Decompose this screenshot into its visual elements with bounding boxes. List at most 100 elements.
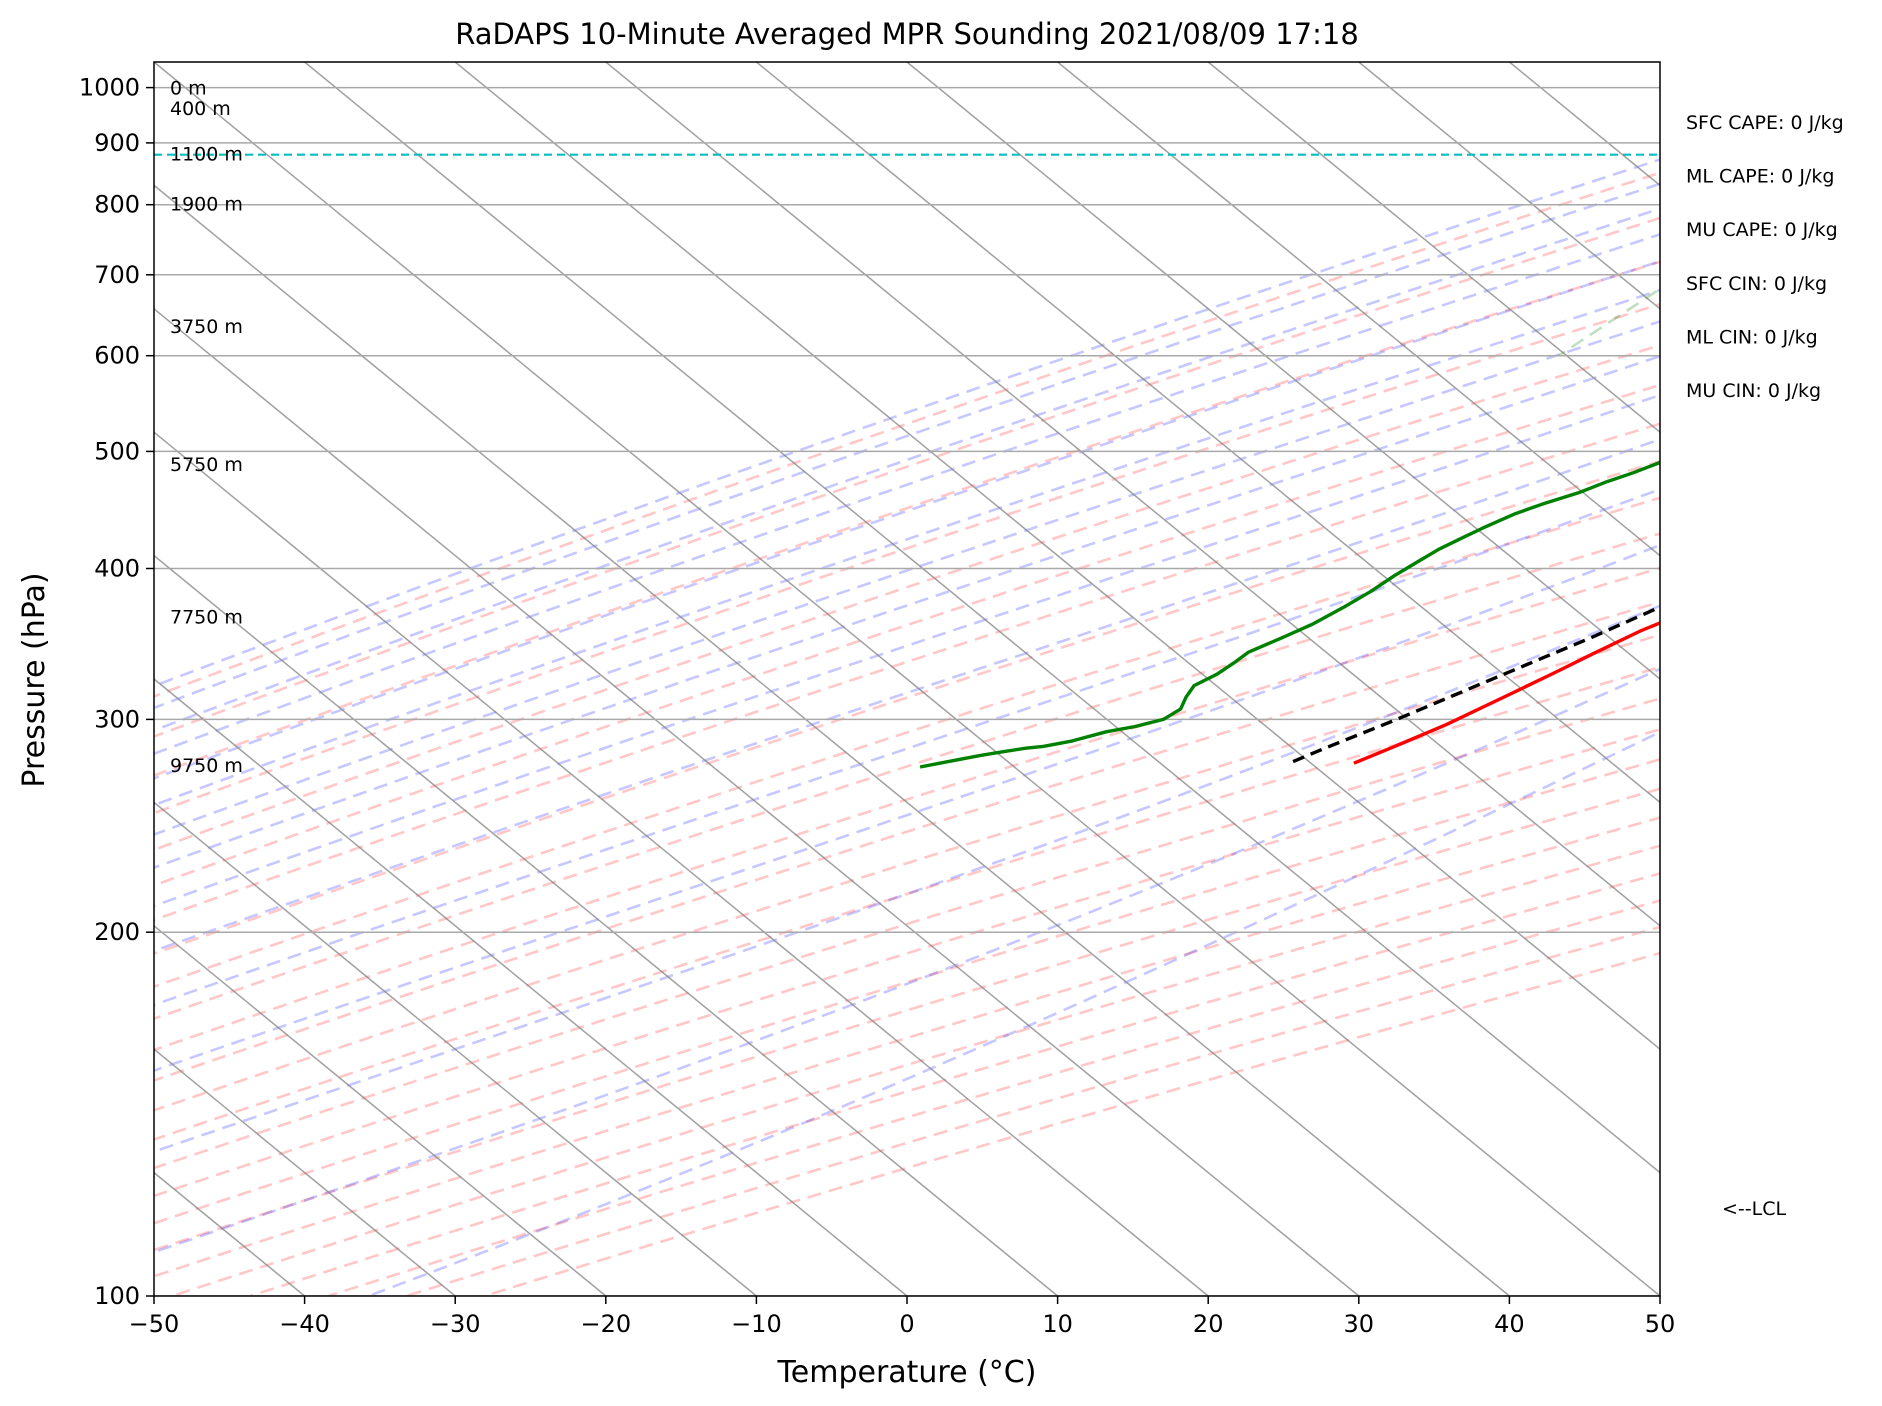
moist-adiabat-line bbox=[154, 437, 1660, 953]
x-tick-label: −50 bbox=[129, 1310, 180, 1338]
y-tick-label: 500 bbox=[94, 437, 140, 465]
dry-adiabat-line bbox=[154, 343, 1660, 852]
isotherm-line bbox=[755, 62, 1660, 804]
height-label: 7750 m bbox=[170, 607, 243, 629]
dry-adiabat-line bbox=[154, 633, 1660, 1112]
stat-label: MU CIN: 0 J/kg bbox=[1686, 380, 1821, 402]
dry-adiabat-line bbox=[154, 816, 1660, 1278]
isotherm-line bbox=[1057, 62, 1660, 557]
mixing-ratio-line bbox=[1707, 62, 1882, 356]
y-axis-title: Pressure (hPa) bbox=[17, 572, 52, 787]
x-tick-label: −10 bbox=[731, 1310, 782, 1338]
dry-adiabat-line bbox=[154, 260, 1660, 777]
y-tick-label: 700 bbox=[94, 261, 140, 289]
x-tick-label: −30 bbox=[430, 1310, 481, 1338]
dry-adiabat-line bbox=[154, 697, 1660, 1170]
x-tick-label: 0 bbox=[899, 1310, 914, 1338]
dry-adiabat-line bbox=[154, 171, 1660, 698]
height-labels: 9750 m 7750 m 5750 m 3750 m 1900 m 1100 m 400 … bbox=[170, 78, 243, 777]
y-tick-label: 300 bbox=[94, 705, 140, 733]
isotherm-line bbox=[906, 62, 1660, 680]
background-lines bbox=[154, 62, 1882, 1296]
stat-label: ML CIN: 0 J/kg bbox=[1686, 326, 1818, 348]
stat-label: SFC CAPE: 0 J/kg bbox=[1686, 112, 1844, 134]
dry-adiabat-line bbox=[154, 459, 1660, 956]
dry-adiabat-line bbox=[154, 302, 1660, 815]
height-label: 1900 m bbox=[170, 193, 243, 215]
x-tick-label: −40 bbox=[279, 1310, 330, 1338]
temperature-line bbox=[1353, 621, 1660, 765]
isotherm-line bbox=[304, 62, 1660, 1174]
dry-adiabat-line bbox=[154, 532, 1660, 1021]
sounding-series bbox=[154, 153, 1660, 769]
mixing-ratio-line bbox=[1829, 62, 1882, 356]
y-tick-label: 600 bbox=[94, 342, 140, 370]
height-label: 3750 m bbox=[170, 316, 243, 338]
grid-lines bbox=[154, 62, 1660, 1296]
y-tick-label: 900 bbox=[94, 129, 140, 157]
dry-adiabat-line bbox=[154, 216, 1660, 738]
x-axis-title: Temperature (°C) bbox=[777, 1355, 1037, 1390]
x-axis: −50 −40 −30 −20 −10 0 10 20 30 40 50 bbox=[129, 1296, 1676, 1338]
moist-adiabat-line bbox=[154, 207, 1660, 732]
dry-adiabat-line bbox=[154, 728, 1660, 1198]
y-axis: 100 200 300 400 500 600 700 800 900 1000 bbox=[79, 74, 154, 1310]
isotherm-line bbox=[1207, 62, 1660, 434]
isotherm-line bbox=[154, 184, 1510, 1296]
dry-adiabat-line bbox=[154, 600, 1660, 1082]
isotherm-line bbox=[154, 431, 1209, 1296]
isotherm-line bbox=[154, 678, 908, 1296]
y-tick-label: 1000 bbox=[79, 74, 140, 102]
height-label: 9750 m bbox=[170, 755, 243, 777]
isotherm-line bbox=[154, 924, 607, 1296]
x-tick-label: 30 bbox=[1344, 1310, 1375, 1338]
isotherm-line bbox=[154, 307, 1360, 1296]
dry-adiabat-line bbox=[154, 665, 1660, 1141]
moist-adiabat-line bbox=[154, 604, 1660, 1153]
dry-adiabat-line bbox=[154, 496, 1660, 989]
moist-adiabat-line bbox=[154, 182, 1660, 710]
stat-label: ML CAPE: 0 J/kg bbox=[1686, 166, 1834, 188]
mixing-ratio-line bbox=[1557, 287, 1660, 357]
isotherm-line bbox=[154, 801, 757, 1296]
height-label: 400 m bbox=[170, 98, 231, 120]
y-tick-label: 100 bbox=[94, 1282, 140, 1310]
height-label: 5750 m bbox=[170, 454, 243, 476]
x-tick-label: 40 bbox=[1494, 1310, 1525, 1338]
chart-title: RaDAPS 10-Minute Averaged MPR Sounding 2… bbox=[455, 17, 1359, 51]
x-tick-label: 10 bbox=[1042, 1310, 1073, 1338]
isotherm-line bbox=[154, 1048, 456, 1296]
moist-adiabat-line bbox=[154, 393, 1660, 908]
parcel-line bbox=[1288, 605, 1660, 765]
moist-adiabat-line bbox=[154, 259, 1660, 780]
x-tick-label: −20 bbox=[580, 1310, 631, 1338]
dry-adiabat-line bbox=[154, 758, 1660, 1225]
y-tick-label: 200 bbox=[94, 918, 140, 946]
dry-adiabat-line bbox=[154, 422, 1660, 922]
moist-adiabat-line bbox=[154, 320, 1660, 836]
dewpoint-line bbox=[919, 460, 1660, 769]
moist-adiabat-line bbox=[154, 288, 1660, 807]
y-tick-label: 800 bbox=[94, 191, 140, 219]
moist-adiabat-line bbox=[154, 232, 1660, 756]
dry-adiabat-line bbox=[171, 844, 1660, 1296]
moist-adiabat-line bbox=[154, 543, 1660, 1072]
height-label: 1100 m bbox=[170, 144, 243, 166]
dry-adiabat-line bbox=[154, 566, 1660, 1052]
moist-adiabat-line bbox=[154, 158, 1660, 688]
moist-adiabat-line bbox=[368, 730, 1660, 1296]
isotherm-line bbox=[1659, 62, 1660, 63]
moist-adiabat-line bbox=[154, 354, 1660, 870]
dry-adiabat-line bbox=[154, 383, 1660, 887]
stat-label: MU CAPE: 0 J/kg bbox=[1686, 219, 1838, 241]
dry-adiabat-line bbox=[405, 925, 1660, 1296]
x-tick-label: 50 bbox=[1645, 1310, 1676, 1338]
dry-adiabat-line bbox=[483, 951, 1660, 1296]
isotherm-line bbox=[154, 554, 1059, 1296]
moist-adiabat-line bbox=[154, 487, 1660, 1007]
isotherm-line bbox=[1358, 62, 1660, 310]
isotherm-line bbox=[154, 62, 1660, 1296]
dry-adiabat-line bbox=[327, 899, 1660, 1296]
height-label: 0 m bbox=[170, 78, 207, 100]
